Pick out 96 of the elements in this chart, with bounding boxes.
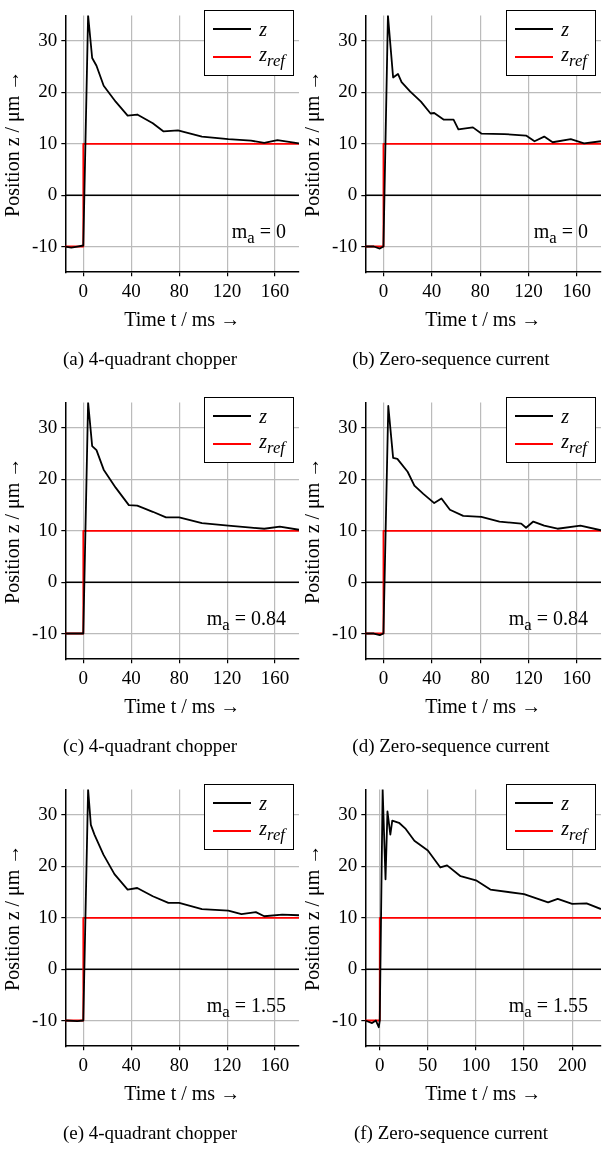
legend-label: z$_{ref}$ (561, 817, 587, 845)
y-tick-label: 30 (338, 803, 358, 825)
y-tick-label: 10 (38, 518, 58, 540)
y-tick-label: -10 (32, 621, 58, 643)
y-tick-label: 20 (338, 467, 358, 489)
x-axis-title: Time t / ms → (425, 695, 542, 718)
y-axis-title: Position z / μm → (1, 457, 25, 604)
y-tick-label: 20 (338, 854, 358, 876)
y-axis-title: Position z / μm → (1, 844, 25, 991)
y-axis-title: Position z / μm → (301, 70, 325, 217)
x-axis-title: Time t / ms → (124, 308, 241, 331)
y-tick-label: 10 (38, 905, 58, 927)
y-tick-label: 20 (38, 467, 58, 489)
x-tick-label: 80 (169, 279, 189, 301)
legend-label: z (561, 17, 570, 41)
y-tick-label: 30 (338, 416, 358, 438)
x-tick-label: 80 (470, 279, 490, 301)
x-tick-label: 40 (422, 279, 442, 301)
annotation: m$_{a}$ = 0.84 (206, 607, 286, 635)
y-tick-label: 10 (38, 131, 58, 153)
y-tick-label: 10 (338, 905, 358, 927)
x-tick-label: 160 (562, 279, 592, 301)
annotation: m$_{a}$ = 0.84 (508, 607, 588, 635)
y-tick-label: 30 (38, 416, 58, 438)
x-axis-title: Time t / ms → (425, 308, 542, 331)
x-tick-label: 80 (470, 666, 490, 688)
y-tick-label: -10 (32, 1008, 58, 1030)
y-axis-title: Position z / μm → (1, 70, 25, 217)
x-tick-label: 0 (78, 1053, 89, 1075)
x-tick-label: 160 (260, 666, 290, 688)
x-tick-label: 120 (212, 279, 242, 301)
legend-label: z (259, 17, 268, 41)
legend-label: z (561, 791, 570, 815)
x-tick-label: 120 (514, 666, 543, 688)
x-tick-label: 0 (78, 279, 89, 301)
y-tick-label: 30 (338, 29, 358, 51)
x-tick-label: 40 (121, 279, 141, 301)
text: (d) Zero-sequence current (351, 735, 551, 757)
annotation: m$_{a}$ = 1.55 (206, 994, 286, 1022)
x-tick-label: 100 (461, 1053, 491, 1075)
y-tick-label: 10 (338, 131, 358, 153)
y-tick-label: 0 (47, 957, 58, 979)
legend-label: z$_{ref}$ (259, 817, 285, 845)
annotation: m$_{a}$ = 0 (231, 220, 286, 248)
x-tick-label: 40 (121, 1053, 141, 1075)
y-tick-label: 0 (47, 183, 58, 205)
y-tick-label: 0 (347, 957, 358, 979)
x-tick-label: 120 (212, 666, 242, 688)
legend-label: z (259, 404, 268, 428)
x-tick-label: 80 (169, 1053, 189, 1075)
annotation: m$_{a}$ = 1.55 (508, 994, 588, 1022)
x-axis-title: Time t / ms → (124, 695, 241, 718)
x-axis-title: Time t / ms → (124, 1082, 241, 1105)
annotation: m$_{a}$ = 0 (533, 220, 588, 248)
y-axis-title: Position z / μm → (301, 844, 325, 991)
x-tick-label: 0 (375, 1053, 385, 1075)
y-tick-label: 30 (38, 803, 58, 825)
x-tick-label: 120 (212, 1053, 242, 1075)
x-tick-label: 40 (121, 666, 141, 688)
y-tick-label: -10 (32, 234, 58, 256)
text: (f) Zero-sequence current (352, 1122, 550, 1144)
x-tick-label: 0 (78, 666, 89, 688)
legend-label: z$_{ref}$ (259, 43, 285, 71)
text: (c) 4-quadrant chopper (61, 735, 239, 757)
x-tick-label: 0 (378, 666, 389, 688)
y-tick-label: 30 (38, 29, 58, 51)
legend-label: z$_{ref}$ (561, 43, 587, 71)
y-tick-label: 20 (338, 80, 358, 102)
y-axis-title: Position z / μm → (301, 457, 325, 604)
y-tick-label: 20 (38, 854, 58, 876)
x-tick-label: 160 (260, 1053, 290, 1075)
legend-label: z$_{ref}$ (561, 430, 587, 458)
x-tick-label: 40 (422, 666, 442, 688)
x-axis-title: Time t / ms → (425, 1082, 542, 1105)
x-tick-label: 50 (418, 1053, 438, 1075)
x-tick-label: 0 (378, 279, 389, 301)
text: (e) 4-quadrant chopper (61, 1122, 239, 1144)
x-tick-label: 120 (514, 279, 543, 301)
y-tick-label: 0 (347, 183, 358, 205)
text: (b) Zero-sequence current (351, 348, 551, 370)
x-tick-label: 160 (260, 279, 290, 301)
x-tick-label: 200 (557, 1053, 587, 1075)
legend-label: z (561, 404, 570, 428)
y-tick-label: -10 (332, 621, 358, 643)
x-tick-label: 160 (562, 666, 592, 688)
text: (a) 4-quadrant chopper (61, 348, 239, 370)
x-tick-label: 150 (509, 1053, 539, 1075)
x-tick-label: 80 (169, 666, 189, 688)
y-tick-label: -10 (332, 234, 358, 256)
legend-label: z (259, 791, 268, 815)
y-tick-label: 0 (47, 570, 58, 592)
y-tick-label: 0 (347, 570, 358, 592)
y-tick-label: 20 (38, 80, 58, 102)
y-tick-label: 10 (338, 518, 358, 540)
legend-label: z$_{ref}$ (259, 430, 285, 458)
y-tick-label: -10 (332, 1008, 358, 1030)
